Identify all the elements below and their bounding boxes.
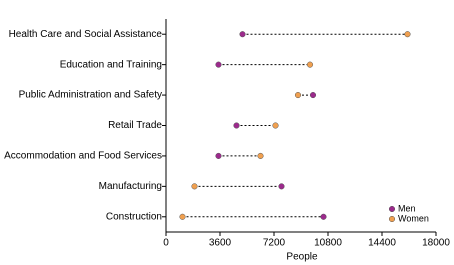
dot [306, 61, 314, 68]
dot [257, 152, 264, 159]
x-tick-label: 0 [163, 238, 169, 249]
legend-swatch [388, 215, 396, 223]
dot [320, 213, 327, 220]
x-tick-label: 3600 [209, 238, 232, 249]
y-tick-label: Education and Training [60, 59, 162, 70]
x-tick-label: 7200 [263, 238, 286, 249]
dot [215, 152, 222, 159]
dot [233, 122, 240, 129]
dot [294, 92, 302, 99]
legend-label: Women [398, 213, 429, 223]
y-tick-label: Retail Trade [108, 120, 162, 131]
dot [179, 213, 186, 220]
dot [272, 122, 279, 129]
dot [239, 31, 246, 38]
dot [404, 31, 411, 38]
x-axis-label: People [286, 252, 318, 263]
y-tick-label: Health Care and Social Assistance [9, 29, 163, 40]
dot [278, 183, 285, 190]
legend-swatch [388, 205, 396, 213]
y-tick-label: Public Administration and Safety [19, 90, 162, 101]
x-tick-label: 18000 [422, 238, 450, 249]
y-tick-label: Construction [106, 211, 162, 222]
y-tick-label: Accommodation and Food Services [4, 151, 162, 162]
dot [215, 61, 222, 68]
dot [309, 92, 317, 99]
legend-label: Men [398, 203, 416, 213]
x-tick-label: 10800 [314, 238, 342, 249]
dot [191, 183, 198, 190]
y-tick-label: Manufacturing [99, 181, 162, 192]
x-tick-label: 14400 [368, 238, 396, 249]
